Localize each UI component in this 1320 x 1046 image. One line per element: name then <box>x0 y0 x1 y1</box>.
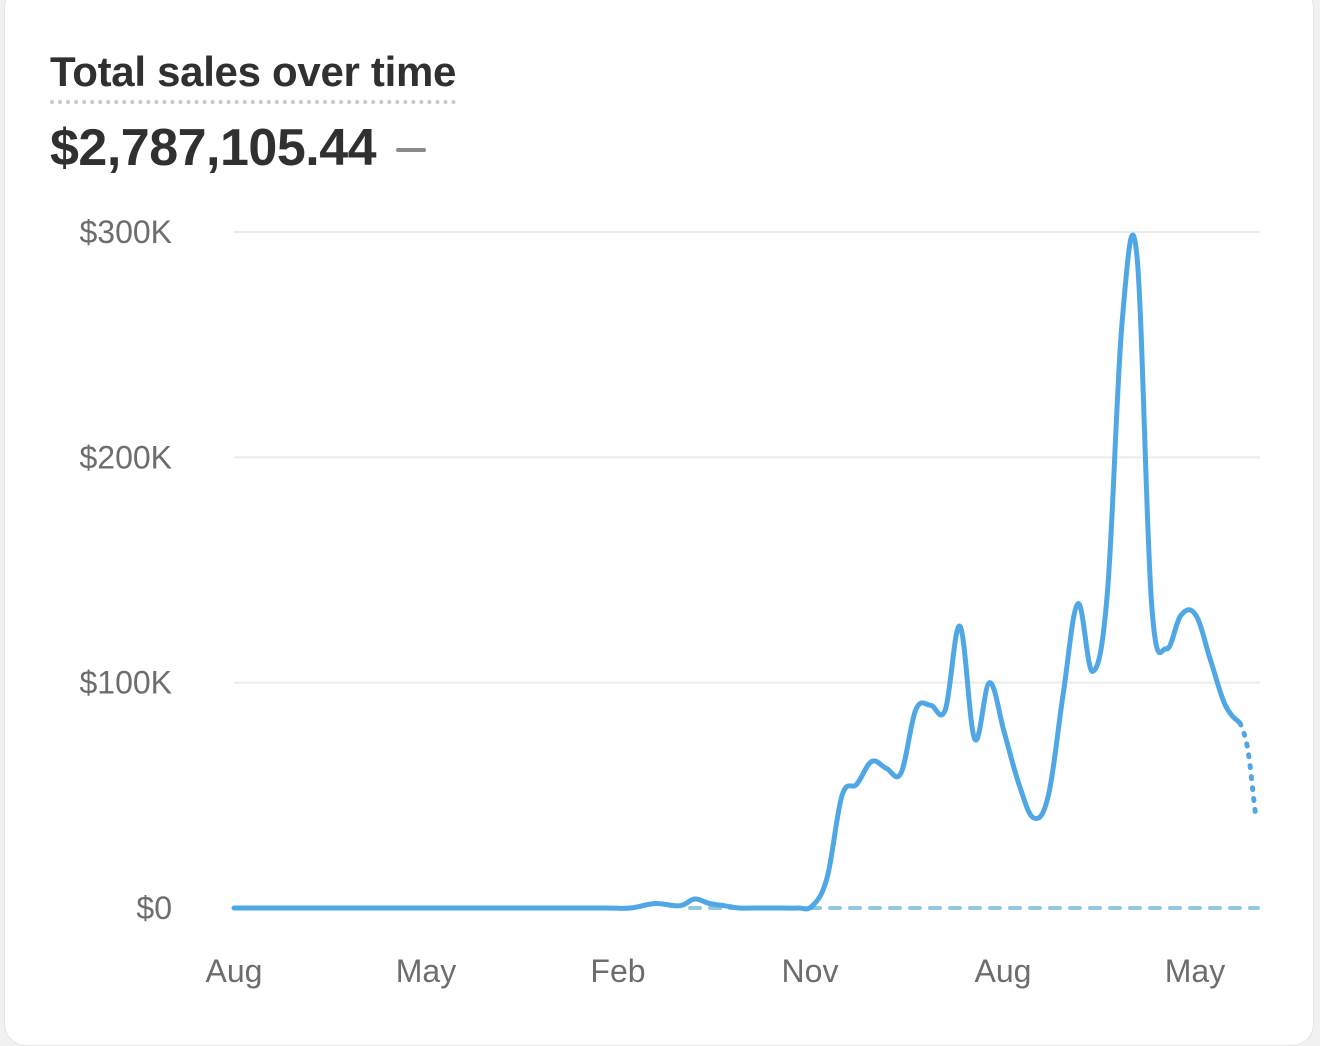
grid-lines <box>234 231 1260 684</box>
x-tick-label: Nov <box>782 953 839 989</box>
x-tick-label: Aug <box>975 953 1032 989</box>
total-sales-value: $2,787,105.44 <box>50 119 377 177</box>
total-row: $2,787,105.44 <box>50 116 427 180</box>
sales-card <box>4 0 1314 1046</box>
x-tick-label: May <box>1165 953 1225 989</box>
y-tick-label: $100K <box>79 665 172 701</box>
projected-series-line <box>1237 720 1259 821</box>
y-tick-label: $200K <box>79 439 172 475</box>
sales-series-line[interactable] <box>231 232 1243 912</box>
y-axis-ticks: $0 $100K $200K $300K <box>79 214 172 926</box>
sales-line-chart[interactable]: $0 $100K $200K $300K Aug May Feb Nov Aug May <box>0 0 1320 1020</box>
y-tick-label: $300K <box>79 214 172 250</box>
x-tick-label: May <box>396 953 456 989</box>
x-tick-label: Aug <box>206 953 263 989</box>
series-group <box>231 232 1260 912</box>
chart-title[interactable]: Total sales over time <box>50 46 456 104</box>
comparison-indicator <box>396 148 427 152</box>
y-tick-label: $0 <box>136 890 172 926</box>
x-tick-label: Feb <box>590 953 645 989</box>
x-axis-ticks: Aug May Feb Nov Aug May <box>206 953 1226 989</box>
